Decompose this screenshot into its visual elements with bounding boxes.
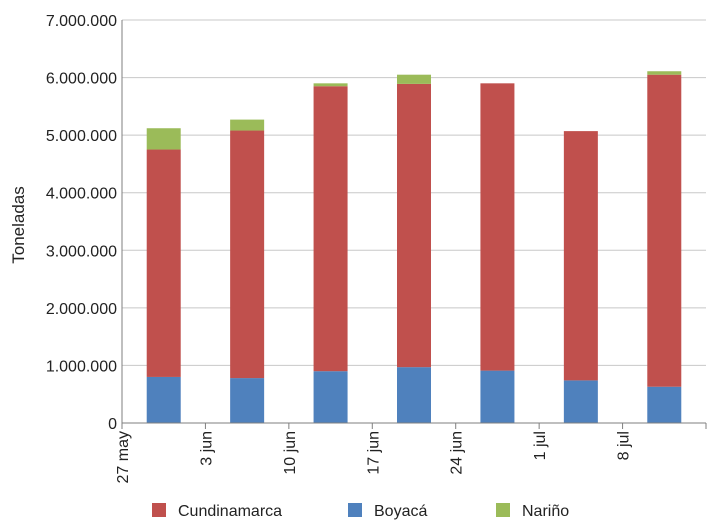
legend: Cundinamarca Boyacá Nariño: [152, 503, 569, 520]
bar-segment-boyaca: [480, 370, 515, 423]
x-tick-label: 24 jun: [449, 431, 466, 475]
y-tick-label: 2.000.000: [46, 301, 117, 318]
bar-segment-narino: [230, 119, 265, 131]
bar-segment-cundinamarca: [647, 74, 682, 387]
y-tick-label: 6.000.000: [46, 71, 117, 88]
x-tick-label: 8 jul: [616, 431, 633, 460]
x-tick-label: 10 jun: [282, 431, 299, 475]
legend-swatch: [152, 503, 166, 517]
bars: [146, 71, 682, 423]
x-tick-labels: 27 may 3 jun 10 jun 17 jun 24 jun 1 jul 8 jul: [115, 431, 633, 483]
x-tick-label: 1 jul: [532, 431, 549, 460]
bar-segment-boyaca: [146, 376, 181, 423]
bar-segment-boyaca: [313, 371, 348, 423]
legend-label: Cundinamarca: [178, 503, 282, 520]
y-tick-labels: 0 1.000.000 2.000.000 3.000.000 4.000.000 5.0…: [46, 13, 117, 433]
bar-segment-cundinamarca: [230, 130, 265, 379]
bar-segment-narino: [397, 74, 431, 84]
y-tick-label: 4.000.000: [46, 186, 117, 203]
bar-segment-cundinamarca: [313, 86, 348, 372]
legend-swatch: [496, 503, 510, 517]
x-tick-label: 17 jun: [365, 431, 382, 475]
bar-segment-boyaca: [647, 386, 682, 423]
bar-segment-cundinamarca: [146, 149, 181, 377]
y-tick-label: 3.000.000: [46, 243, 117, 260]
legend-label: Boyacá: [374, 503, 427, 520]
legend-label: Nariño: [522, 503, 569, 520]
bar-segment-narino: [146, 128, 181, 150]
y-tick-label: 7.000.000: [46, 13, 117, 30]
y-tick-label: 5.000.000: [46, 128, 117, 145]
bar-segment-boyaca: [230, 378, 265, 423]
bar-segment-cundinamarca: [480, 83, 515, 371]
bar-segment-cundinamarca: [397, 83, 431, 368]
bar-segment-narino: [647, 71, 682, 75]
x-tick-label: 3 jun: [198, 431, 215, 466]
x-tick-label: 27 may: [115, 431, 132, 483]
axes: [121, 20, 707, 429]
bar-segment-cundinamarca: [563, 131, 598, 381]
bar-segment-boyaca: [397, 367, 431, 423]
y-tick-label: 0: [108, 416, 117, 433]
y-axis-title: Toneladas: [9, 186, 28, 264]
bar-segment-boyaca: [563, 380, 598, 423]
y-tick-label: 1.000.000: [46, 358, 117, 375]
legend-swatch: [348, 503, 362, 517]
bar-segment-narino: [313, 83, 348, 87]
